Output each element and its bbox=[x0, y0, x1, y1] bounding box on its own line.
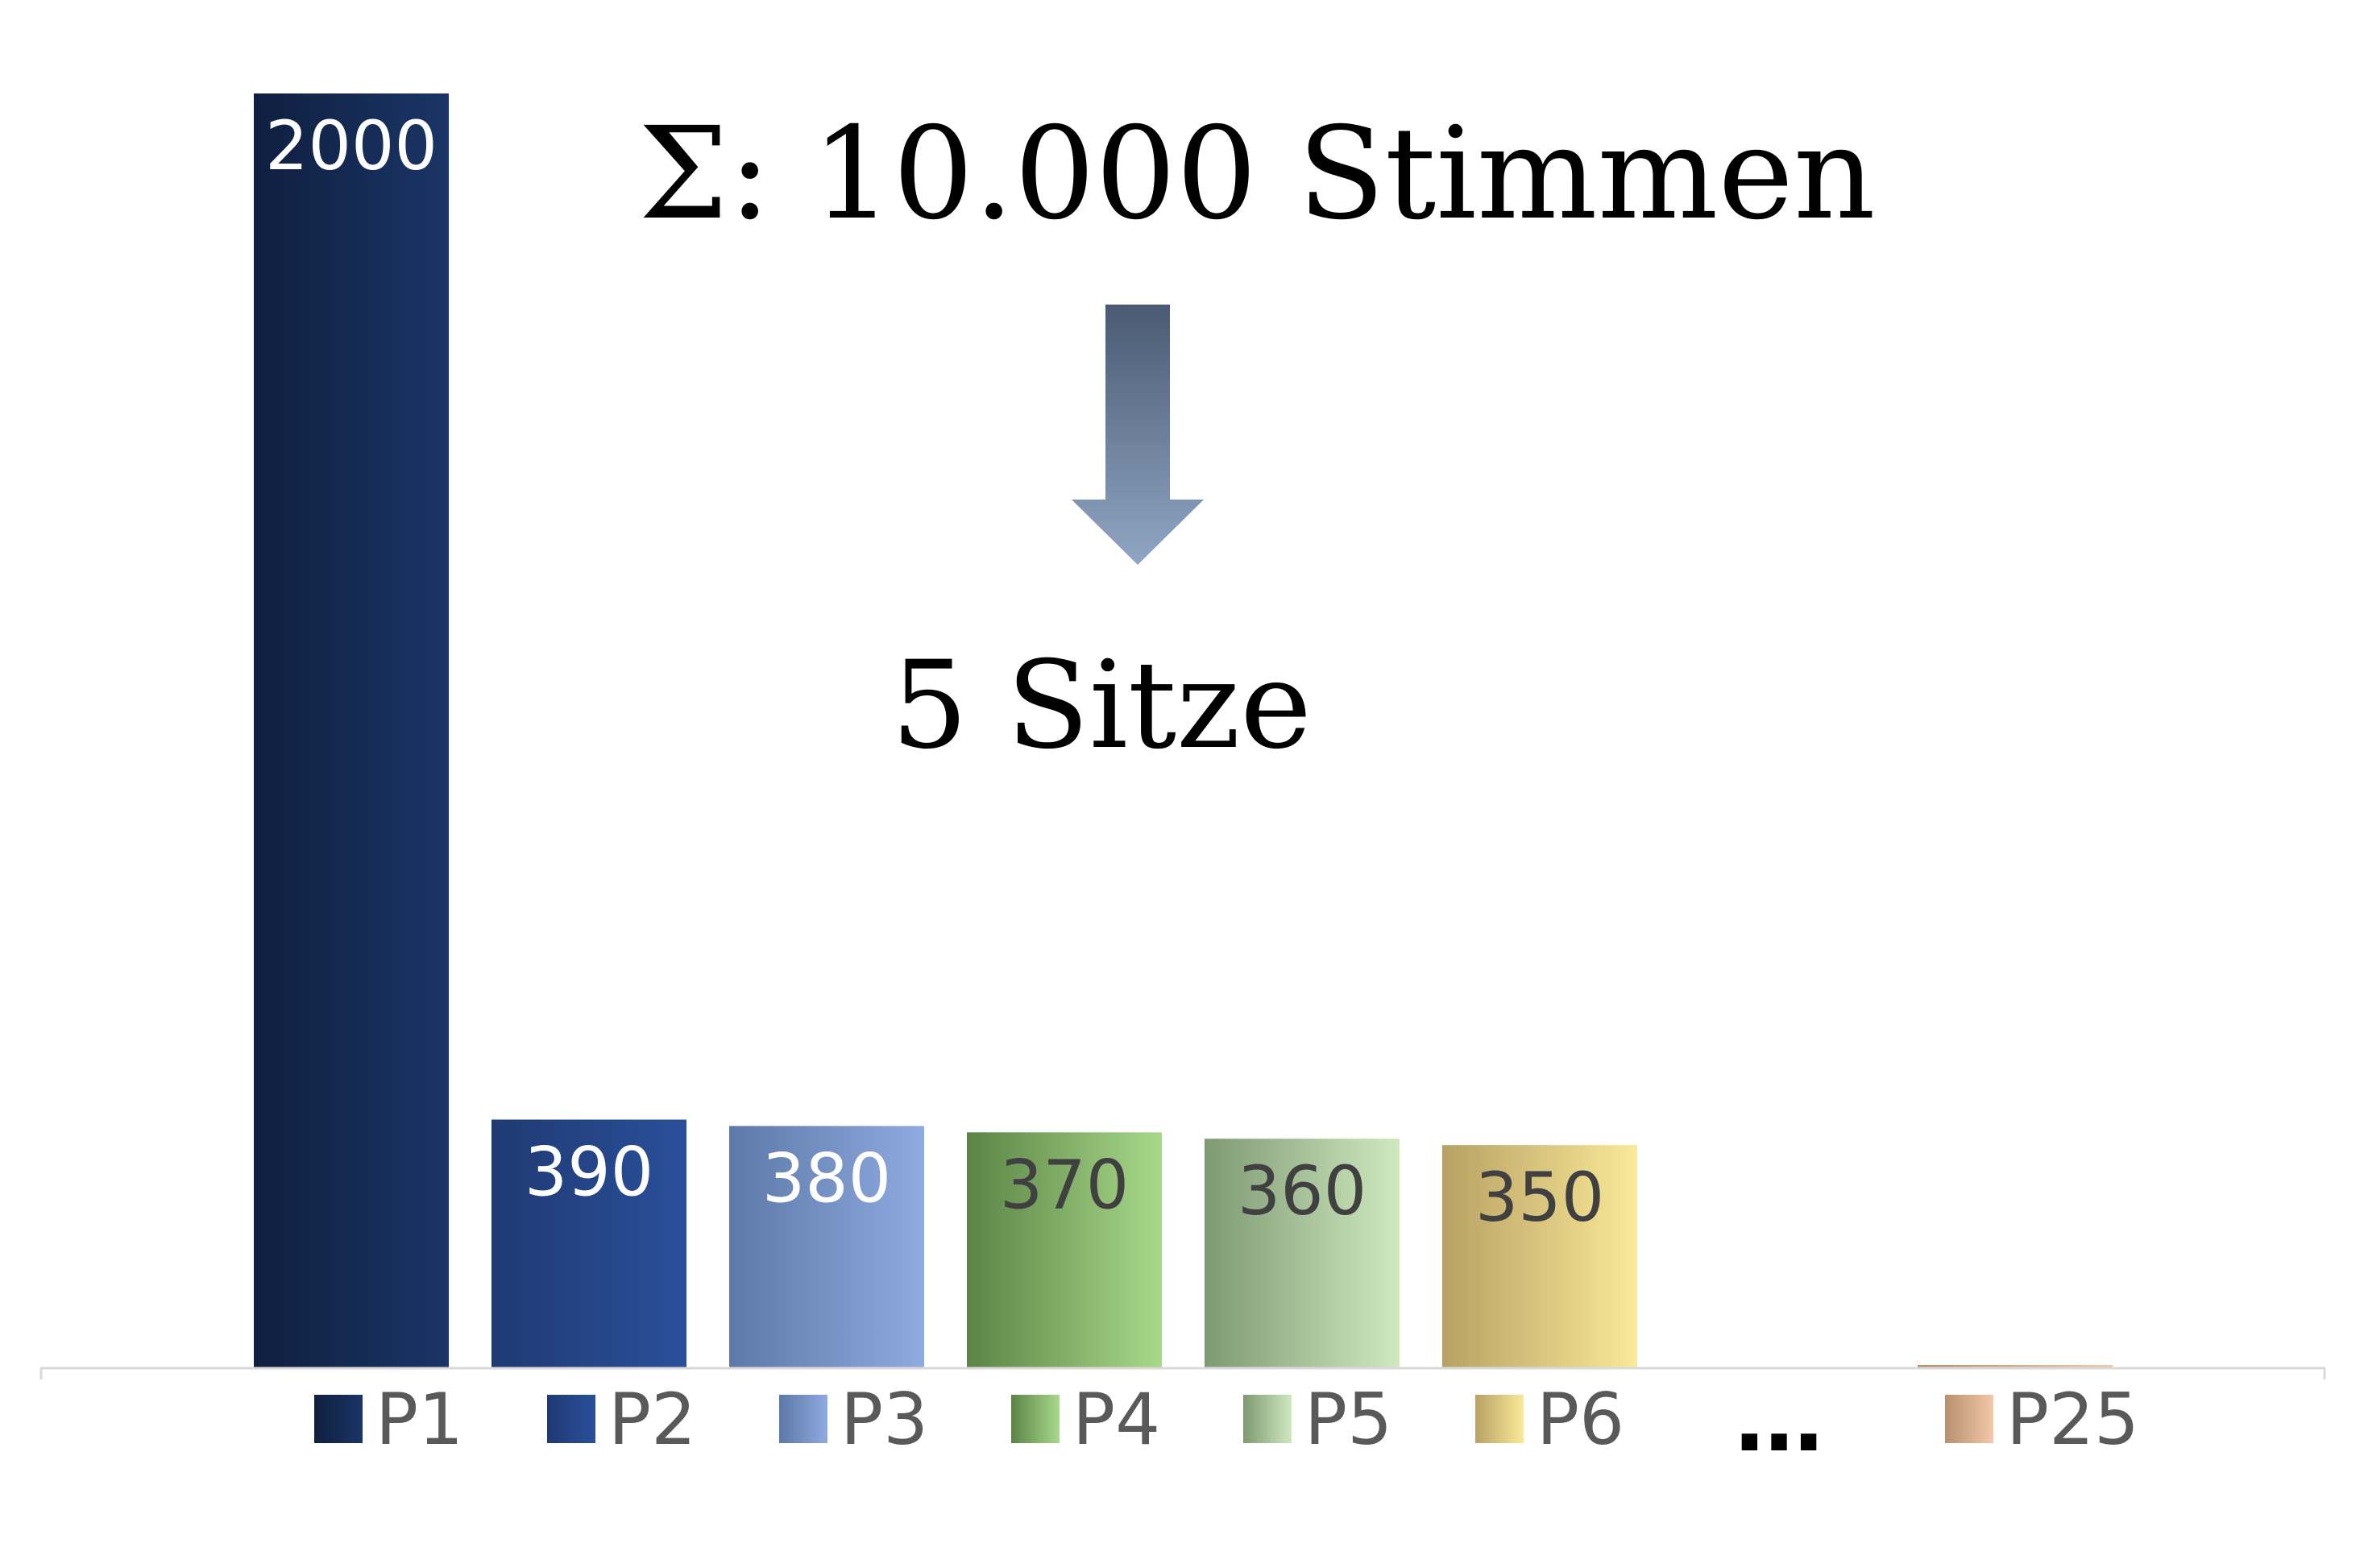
legend-swatch-p25 bbox=[1945, 1395, 1993, 1443]
legend-entry-p5: P5 bbox=[1243, 1378, 1392, 1461]
down-arrow-icon bbox=[1072, 305, 1204, 565]
bar-p6 bbox=[1442, 1145, 1637, 1368]
legend-label-p3: P3 bbox=[840, 1378, 928, 1461]
legend-swatch-p3 bbox=[779, 1395, 827, 1443]
legend-entry-p1: P1 bbox=[314, 1378, 463, 1461]
legend-entry-p6: P6 bbox=[1475, 1378, 1624, 1461]
bar-p25 bbox=[1918, 1365, 2113, 1368]
legend-swatch-p4 bbox=[1011, 1395, 1060, 1443]
data-label-p6: 350 bbox=[1475, 1158, 1604, 1237]
legend-swatch-p2 bbox=[547, 1395, 595, 1443]
bar-p5 bbox=[1205, 1139, 1400, 1368]
data-label-p2: 390 bbox=[525, 1133, 653, 1212]
value-labels-layer: 2000 390 380 370 360 350 bbox=[265, 106, 1604, 1237]
legend-label-p2: P2 bbox=[608, 1378, 696, 1461]
data-label-p1: 2000 bbox=[265, 106, 438, 185]
data-label-p5: 360 bbox=[1238, 1151, 1367, 1230]
bar-p4 bbox=[967, 1132, 1162, 1368]
legend-entry-p4: P4 bbox=[1011, 1378, 1160, 1461]
data-label-p3: 380 bbox=[762, 1139, 891, 1217]
bar-p3 bbox=[729, 1126, 924, 1368]
legend-swatch-p5 bbox=[1243, 1395, 1292, 1443]
legend-label-p1: P1 bbox=[375, 1378, 463, 1461]
bar-p1 bbox=[254, 93, 449, 1368]
legend-label-p4: P4 bbox=[1072, 1378, 1160, 1461]
legend-swatch-p6 bbox=[1475, 1395, 1524, 1443]
ellipsis-gap-marker: … bbox=[1735, 1368, 1823, 1471]
legend-label-p5: P5 bbox=[1304, 1378, 1392, 1461]
total-votes-annotation: Σ: 10.000 Stimmen bbox=[638, 100, 1875, 248]
legend-entry-p2: P2 bbox=[547, 1378, 696, 1461]
legend-swatch-p1 bbox=[314, 1395, 363, 1443]
legend-entry-p25: P25 bbox=[1945, 1378, 2139, 1461]
data-label-p4: 370 bbox=[1000, 1145, 1129, 1224]
legend: P1 P2 P3 P4 P5 P6 P25 bbox=[314, 1378, 2139, 1461]
legend-entry-p3: P3 bbox=[779, 1378, 928, 1461]
bar-p2 bbox=[491, 1119, 686, 1368]
legend-label-p6: P6 bbox=[1537, 1378, 1624, 1461]
legend-label-p25: P25 bbox=[2006, 1378, 2139, 1461]
seats-annotation: 5 Sitze bbox=[891, 636, 1312, 776]
bars-layer bbox=[254, 93, 2113, 1368]
